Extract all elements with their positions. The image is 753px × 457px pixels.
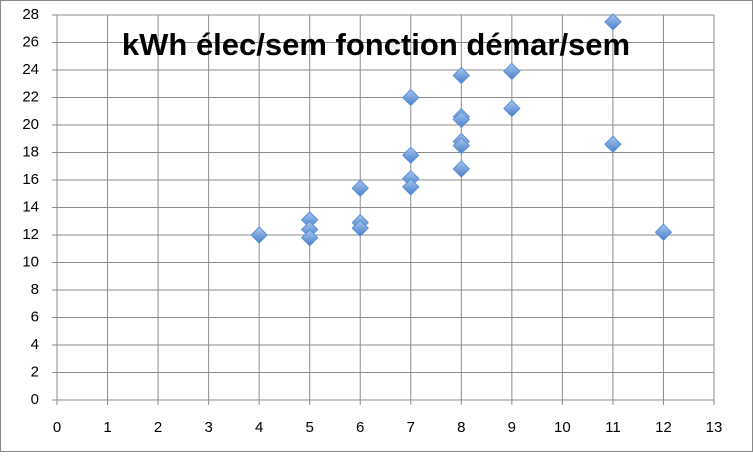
point	[452, 110, 471, 129]
x-tick-label: 0	[53, 419, 61, 436]
point	[452, 66, 471, 85]
y-tick-label: 12	[22, 226, 39, 243]
x-tick-label: 4	[255, 419, 263, 436]
chart-title: kWh élec/sem fonction démar/sem	[122, 27, 630, 62]
y-tick-label: 28	[22, 6, 39, 23]
y-tick-label: 14	[22, 198, 39, 215]
point	[452, 160, 471, 178]
x-tick-label: 11	[605, 419, 621, 436]
y-tick-label: 2	[31, 363, 39, 380]
point	[604, 135, 622, 153]
marks	[250, 13, 673, 247]
grid	[52, 14, 715, 405]
point	[604, 13, 622, 31]
y-tick-label: 16	[22, 171, 39, 188]
point	[351, 179, 369, 197]
y-tick-label: 4	[31, 336, 39, 353]
point	[654, 223, 673, 241]
x-tick-label: 3	[204, 419, 212, 436]
x-tick-label: 13	[706, 419, 723, 436]
x-tick-label: 12	[655, 419, 672, 436]
point	[300, 229, 319, 247]
point	[402, 88, 420, 107]
y-tick-label: 0	[31, 391, 39, 408]
y-tick-label: 20	[22, 116, 39, 133]
point	[351, 219, 369, 237]
point	[503, 99, 521, 118]
point	[402, 178, 420, 196]
y-tick-label: 8	[31, 281, 39, 298]
x-tick-label: 10	[554, 419, 571, 436]
y-tick-label: 22	[22, 88, 39, 105]
y-tick-label: 10	[22, 253, 39, 270]
x-tick-label: 2	[154, 419, 162, 436]
point	[402, 146, 420, 164]
point	[250, 226, 268, 244]
y-tick-label: 18	[22, 143, 39, 160]
x-tick-label: 1	[103, 419, 111, 436]
point	[503, 62, 521, 81]
x-tick-label: 7	[407, 419, 415, 436]
y-tick-label: 26	[22, 33, 39, 50]
x-tick-label: 8	[457, 419, 465, 436]
y-tick-label: 24	[22, 61, 39, 78]
y-tick-label: 6	[31, 308, 39, 325]
x-tick-label: 5	[306, 419, 314, 436]
point	[452, 136, 471, 155]
x-tick-label: 9	[508, 419, 516, 436]
x-tick-label: 6	[356, 419, 364, 436]
